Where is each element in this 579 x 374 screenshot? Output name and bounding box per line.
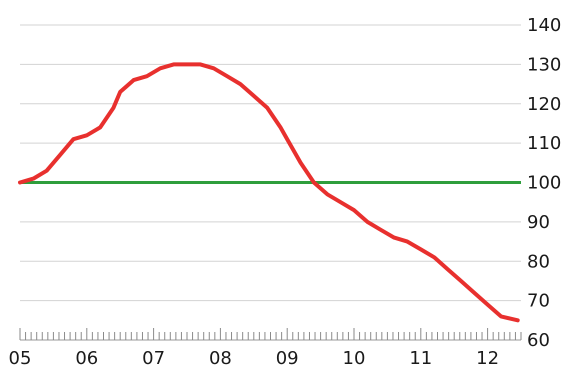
series-line-0 bbox=[18, 62, 520, 323]
y-tick-label-130: 130 bbox=[527, 54, 561, 75]
y-axis-tick-labels: 60 70 80 90 100 110 120 130 140 bbox=[527, 15, 561, 351]
x-tick-label-10: 10 bbox=[343, 348, 366, 369]
x-tick-label-12: 12 bbox=[476, 348, 499, 369]
y-tick-label-120: 120 bbox=[527, 94, 561, 115]
y-tick-label-70: 70 bbox=[527, 291, 550, 312]
x-tick-label-06: 06 bbox=[75, 348, 98, 369]
y-tick-label-90: 90 bbox=[527, 212, 550, 233]
x-tick-label-07: 07 bbox=[142, 348, 165, 369]
x-tick-label-11: 11 bbox=[409, 348, 432, 369]
y-tick-label-80: 80 bbox=[527, 251, 550, 272]
x-axis-minor-ticks bbox=[19, 328, 522, 340]
x-tick-label-09: 09 bbox=[276, 348, 299, 369]
series-layer bbox=[18, 62, 520, 323]
y-tick-label-100: 100 bbox=[527, 173, 561, 194]
x-tick-label-08: 08 bbox=[209, 348, 232, 369]
y-tick-label-60: 60 bbox=[527, 330, 550, 351]
y-tick-label-110: 110 bbox=[527, 133, 561, 154]
x-tick-label-05: 05 bbox=[9, 348, 32, 369]
y-tick-label-140: 140 bbox=[527, 15, 561, 36]
x-axis-tick-labels: 05 06 07 08 09 10 11 12 bbox=[9, 348, 500, 369]
